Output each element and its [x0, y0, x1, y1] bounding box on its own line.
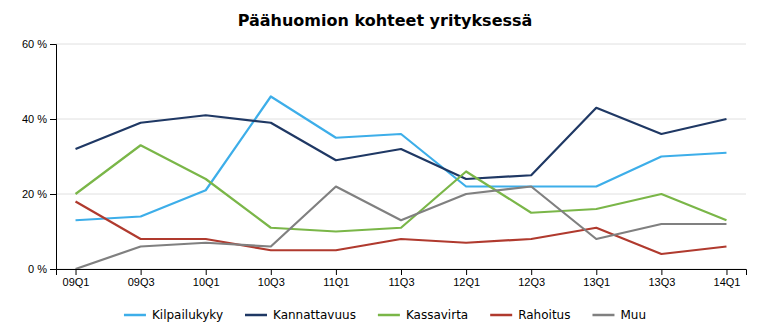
- series-line: [76, 202, 727, 255]
- x-axis: 09Q1 09Q3 10Q1 10Q3 11Q1 11Q3 12Q1 12Q3 13Q1 13Q3…: [57, 269, 747, 288]
- x-axis-line: [57, 270, 747, 276]
- y-tick-mark: [50, 269, 56, 270]
- legend-label: Kannattavuus: [273, 308, 356, 322]
- y-axis-line: [50, 45, 57, 270]
- x-tick-label: 09Q3: [128, 276, 155, 288]
- x-tick: 12Q1: [453, 269, 480, 288]
- y-axis: 0 % 20 % 40 % 60 %: [22, 38, 57, 275]
- y-tick-label: 60 %: [22, 38, 47, 50]
- grid: [56, 44, 746, 269]
- x-tick: 09Q1: [63, 269, 90, 288]
- x-tick: 12Q3: [518, 269, 545, 288]
- y-tick: 60 %: [22, 38, 56, 50]
- legend-item: Kassavirta: [378, 308, 468, 322]
- x-tick: 11Q3: [388, 269, 414, 288]
- marks: [76, 97, 727, 270]
- x-tick-mark: [141, 269, 142, 275]
- x-tick: 13Q1: [583, 269, 610, 288]
- grid-line: [56, 44, 746, 45]
- y-tick-mark: [50, 44, 56, 45]
- plot: 09Q1 09Q3 10Q1 10Q3 11Q1 11Q3 12Q1 12Q3 13Q1 13Q3…: [22, 38, 747, 288]
- chart: Päähuomion kohteet yrityksessä 09Q1 09Q3 10…: [0, 0, 770, 333]
- x-tick-mark: [726, 269, 727, 275]
- legend: Kilpailukyky Kannattavuus Kassavirta Rahoit…: [124, 308, 646, 322]
- legend-label: Rahoitus: [518, 308, 570, 322]
- x-tick-mark: [466, 269, 467, 275]
- x-tick-label: 11Q1: [323, 276, 349, 288]
- legend-swatch: [592, 314, 614, 317]
- y-tick: 20 %: [22, 188, 56, 200]
- x-tick-mark: [596, 269, 597, 275]
- y-tick-label: 40 %: [22, 113, 47, 125]
- title: Päähuomion kohteet yrityksessä: [238, 11, 533, 30]
- y-tick: 0 %: [28, 263, 56, 275]
- x-tick-label: 11Q3: [388, 276, 414, 288]
- x-tick: 10Q1: [193, 269, 220, 288]
- legend-label: Kilpailukyky: [152, 308, 223, 322]
- x-tick: 10Q3: [258, 269, 285, 288]
- x-tick-label: 10Q1: [193, 276, 220, 288]
- series-line: [76, 108, 727, 179]
- legend-swatch: [245, 314, 267, 317]
- legend-swatch: [378, 314, 400, 317]
- grid-line: [56, 119, 746, 120]
- x-tick-mark: [76, 269, 77, 275]
- x-tick-mark: [206, 269, 207, 275]
- y-tick-label: 20 %: [22, 188, 47, 200]
- x-tick-label: 10Q3: [258, 276, 285, 288]
- legend-label: Kassavirta: [406, 308, 468, 322]
- x-tick-mark: [661, 269, 662, 275]
- x-tick-mark: [336, 269, 337, 275]
- x-tick-mark: [401, 269, 402, 275]
- series-line: [76, 145, 727, 231]
- legend-swatch: [124, 314, 146, 317]
- x-tick: 14Q1: [714, 269, 741, 288]
- x-tick: 09Q3: [128, 269, 155, 288]
- y-tick-label: 0 %: [28, 263, 47, 275]
- chart-container: Päähuomion kohteet yrityksessä 09Q1 09Q3 10…: [0, 0, 770, 333]
- y-tick-mark: [50, 194, 56, 195]
- legend-item: Muu: [592, 308, 646, 322]
- legend-item: Kilpailukyky: [124, 308, 223, 322]
- legend-label: Muu: [620, 308, 646, 322]
- x-tick-mark: [531, 269, 532, 275]
- legend-item: Rahoitus: [490, 308, 570, 322]
- legend-item: Kannattavuus: [245, 308, 356, 322]
- x-tick-mark: [271, 269, 272, 275]
- x-tick-label: 12Q1: [453, 276, 480, 288]
- x-tick: 11Q1: [323, 269, 349, 288]
- x-tick-label: 09Q1: [63, 276, 90, 288]
- x-tick-label: 13Q3: [648, 276, 675, 288]
- x-tick-label: 14Q1: [714, 276, 741, 288]
- y-tick-mark: [50, 119, 56, 120]
- legend-swatch: [490, 314, 512, 317]
- grid-line: [56, 194, 746, 195]
- y-tick: 40 %: [22, 113, 56, 125]
- series-line: [76, 187, 727, 270]
- x-tick-label: 12Q3: [518, 276, 545, 288]
- x-tick-label: 13Q1: [583, 276, 610, 288]
- x-tick: 13Q3: [648, 269, 675, 288]
